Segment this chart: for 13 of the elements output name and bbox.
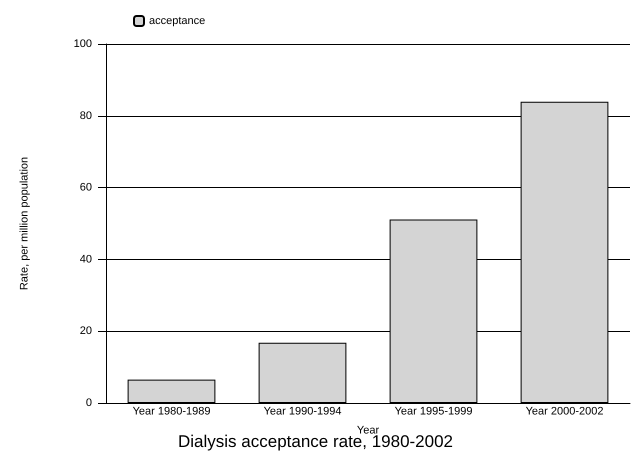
y-tick-label: 100 (74, 38, 92, 50)
x-tick-label: Year 1995-1999 (394, 406, 472, 418)
y-tick-label: 60 (80, 182, 92, 194)
x-tick-label: Year 1990-1994 (264, 406, 342, 418)
y-axis-title: Rate, per million population (18, 156, 30, 290)
x-axis-title: Year (356, 424, 380, 436)
x-tick-label: Year 1980-1989 (132, 406, 210, 418)
x-tick-label: Year 2000-2002 (526, 406, 604, 418)
y-tick-label: 40 (80, 253, 92, 266)
y-tick-label: 80 (80, 110, 92, 122)
y-tick-label: 0 (86, 397, 92, 409)
y-tick-label: 20 (80, 325, 92, 338)
legend-label: acceptance (149, 15, 206, 27)
